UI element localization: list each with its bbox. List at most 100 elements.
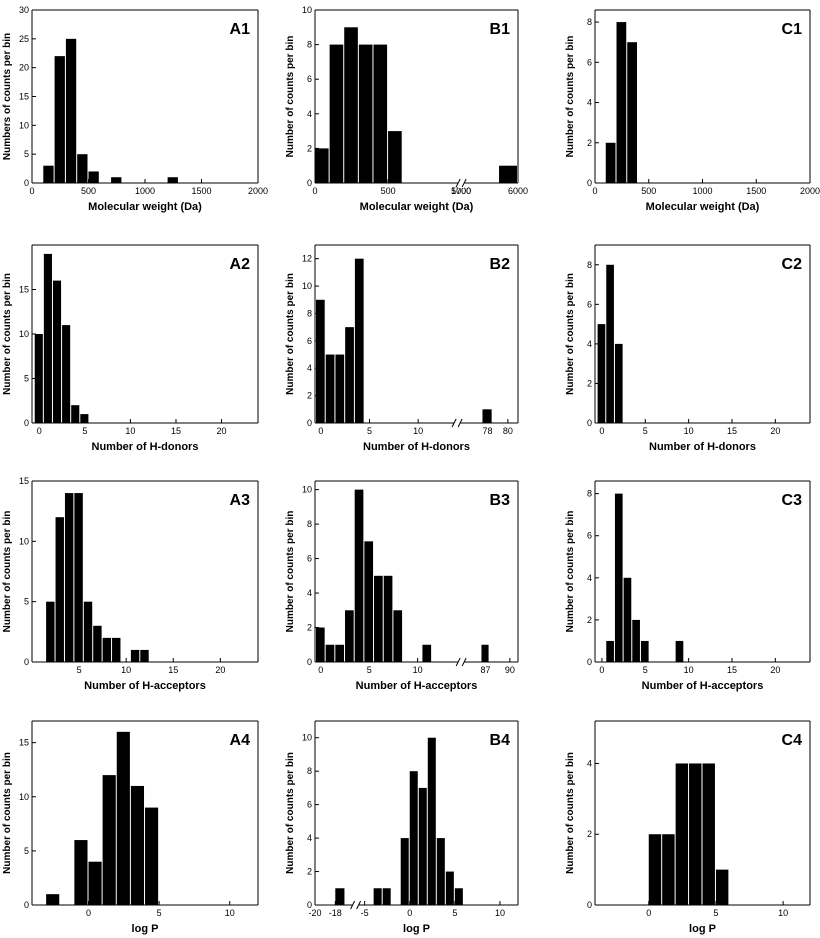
x-axis-label: Molecular weight (Da) bbox=[88, 201, 202, 213]
y-tick-label: 4 bbox=[307, 588, 312, 598]
bar-c2-1 bbox=[606, 264, 614, 423]
y-tick-label: 6 bbox=[587, 531, 592, 541]
panel-label: B3 bbox=[490, 492, 511, 509]
bar-a3-0 bbox=[46, 601, 55, 662]
x-tick-label: 0 bbox=[318, 426, 323, 436]
y-tick-label: 4 bbox=[307, 109, 312, 119]
bar-a4-4 bbox=[116, 731, 130, 905]
x-axis-label: Molecular weight (Da) bbox=[360, 201, 474, 213]
bar-b3-0 bbox=[315, 627, 325, 662]
axis-break-mark bbox=[455, 657, 461, 667]
bar-b4-8 bbox=[445, 871, 454, 905]
bar-c4-1 bbox=[662, 834, 675, 905]
x-tick-label: 0 bbox=[592, 186, 597, 196]
y-tick-label: 4 bbox=[587, 573, 592, 583]
panel-c2: 0 2 4 6 8 0 5 10 15 20 Number of H-donors Number of… bbox=[565, 244, 811, 453]
y-tick-label: 10 bbox=[302, 281, 312, 291]
bar-b2-2 bbox=[335, 354, 345, 423]
y-tick-label: 2 bbox=[587, 829, 592, 839]
bar-a3-9 bbox=[140, 649, 149, 662]
bar-a1-1 bbox=[54, 56, 65, 183]
x-axis-label: Number of H-donors bbox=[649, 441, 756, 453]
bar-a1-3 bbox=[77, 154, 88, 183]
y-tick-label: 5 bbox=[24, 374, 29, 384]
axis-break-gap bbox=[352, 900, 359, 910]
y-tick-label: 2 bbox=[587, 378, 592, 388]
bar-c3-4 bbox=[640, 640, 649, 662]
bar-a1-6 bbox=[167, 177, 178, 183]
y-axis-label: Number of counts per bin bbox=[2, 752, 13, 874]
y-axis-label: Number of counts per bin bbox=[565, 511, 576, 633]
x-tick-label: 0 bbox=[599, 665, 604, 675]
y-tick-label: 8 bbox=[587, 489, 592, 499]
bar-b3-1 bbox=[325, 644, 335, 662]
panel-c4: 0 2 4 0 5 10 log P Number of counts per bin C4 bbox=[565, 720, 811, 935]
x-tick-label: 0 bbox=[646, 908, 651, 918]
y-tick-label: 2 bbox=[307, 391, 312, 401]
bar-a3-8 bbox=[130, 649, 140, 662]
y-tick-label: 0 bbox=[24, 657, 29, 667]
x-tick-label: 0 bbox=[29, 186, 34, 196]
y-axis-label: Number of counts per bin bbox=[565, 752, 576, 874]
x-tick-label: 1500 bbox=[191, 186, 211, 196]
panel-a2: 0 5 10 15 0 5 10 15 20 Number of H-donors Number o… bbox=[2, 244, 259, 453]
bar-c2-0 bbox=[597, 324, 606, 423]
y-tick-label: 12 bbox=[302, 254, 312, 264]
bar-c3-1 bbox=[614, 493, 623, 662]
bar-a4-1 bbox=[74, 840, 88, 905]
x-tick-label: 10 bbox=[684, 665, 694, 675]
panel-label: B2 bbox=[490, 256, 511, 273]
x-axis-label: log P bbox=[132, 923, 159, 935]
x-tick-label: 5 bbox=[82, 426, 87, 436]
bar-a2-3 bbox=[62, 325, 71, 423]
x-axis-label: Number of H-acceptors bbox=[642, 680, 764, 692]
y-tick-label: 6 bbox=[307, 800, 312, 810]
bar-a3-7 bbox=[112, 637, 121, 662]
y-tick-label: 15 bbox=[19, 285, 29, 295]
y-tick-label: 10 bbox=[19, 792, 29, 802]
y-tick-label: 8 bbox=[307, 766, 312, 776]
bar-a3-5 bbox=[93, 625, 102, 662]
x-tick-label: 78 bbox=[483, 426, 493, 436]
y-tick-label: 10 bbox=[19, 120, 29, 130]
bar-b1-4 bbox=[373, 44, 388, 183]
x-tick-label: 6000 bbox=[508, 186, 528, 196]
y-axis-label: Number of counts per bin bbox=[565, 273, 576, 395]
x-tick-label: 500 bbox=[381, 186, 396, 196]
axis-break-mark bbox=[455, 178, 461, 188]
bar-c2-2 bbox=[614, 343, 623, 423]
bar-c3-2 bbox=[623, 577, 632, 662]
y-tick-label: 6 bbox=[587, 299, 592, 309]
y-tick-label: 10 bbox=[302, 5, 312, 15]
bar-b2-1 bbox=[325, 354, 335, 423]
bar-b3-3 bbox=[345, 610, 354, 662]
x-tick-label: 2000 bbox=[800, 186, 820, 196]
x-axis-label: Number of H-acceptors bbox=[84, 680, 206, 692]
y-tick-label: 8 bbox=[587, 17, 592, 27]
bar-a2-1 bbox=[43, 253, 52, 423]
axis-break-mark bbox=[451, 418, 457, 428]
x-tick-label: 0 bbox=[407, 908, 412, 918]
x-tick-label: 5 bbox=[367, 665, 372, 675]
y-tick-label: 8 bbox=[307, 40, 312, 50]
x-tick-label: 1500 bbox=[746, 186, 766, 196]
bar-b4-9 bbox=[454, 888, 463, 905]
bar-a4-0 bbox=[46, 894, 60, 905]
bar-b3-7 bbox=[383, 575, 393, 662]
y-tick-label: 6 bbox=[307, 336, 312, 346]
x-tick-label: 1000 bbox=[692, 186, 712, 196]
bar-b4-6 bbox=[427, 737, 436, 905]
panel-label: C3 bbox=[782, 492, 803, 509]
x-tick-label: 87 bbox=[481, 665, 491, 675]
bar-a1-4 bbox=[88, 171, 99, 183]
axis-break-mark bbox=[461, 178, 467, 188]
bar-b3-10 bbox=[481, 644, 489, 662]
bar-a3-3 bbox=[74, 493, 83, 662]
y-tick-label: 0 bbox=[24, 418, 29, 428]
y-tick-label: 15 bbox=[19, 92, 29, 102]
y-tick-label: 30 bbox=[19, 5, 29, 15]
y-tick-label: 4 bbox=[587, 758, 592, 768]
bar-b4-2 bbox=[382, 888, 391, 905]
